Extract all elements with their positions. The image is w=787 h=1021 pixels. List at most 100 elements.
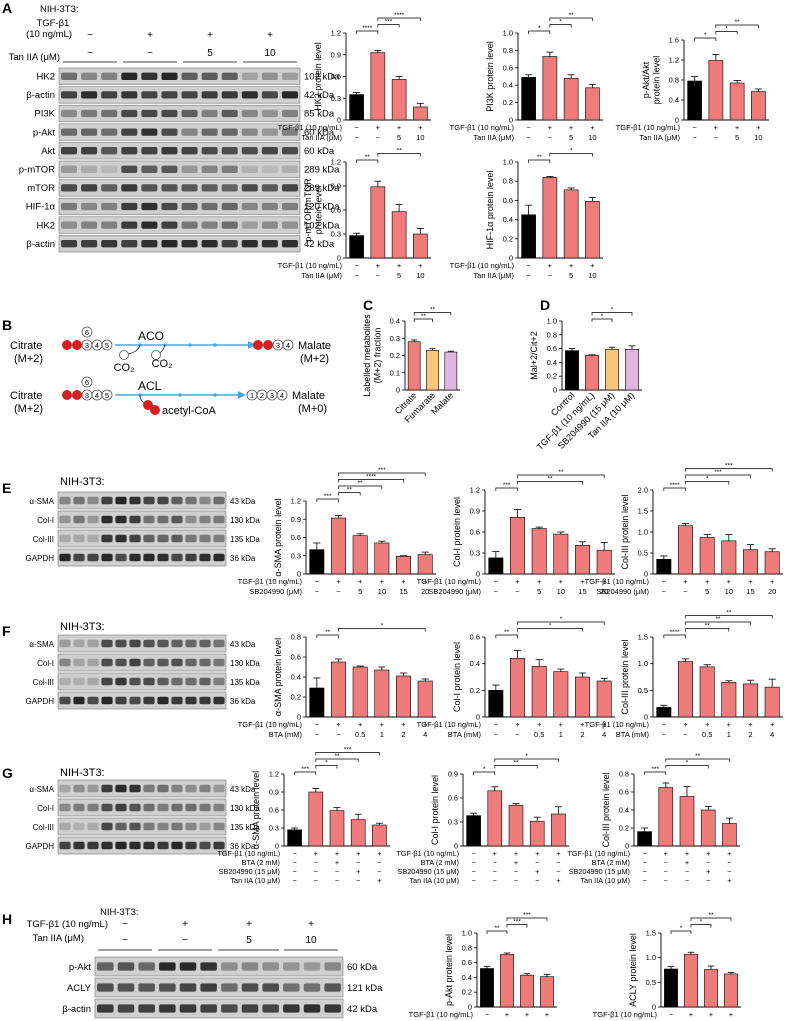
y-tick-label: 0.9: [470, 507, 480, 516]
protein-band: [171, 496, 183, 505]
protein-band: [138, 1004, 155, 1013]
protein-band: [281, 184, 298, 192]
significance-marker: **: [334, 753, 340, 760]
band-size-label: 120 kDa: [304, 202, 340, 213]
protein-band: [81, 91, 98, 99]
bar: [656, 558, 672, 575]
protein-band: [171, 658, 183, 667]
bar: [374, 669, 390, 718]
treatment-mark: +: [401, 720, 406, 729]
y-axis-label: PI3K protein level: [485, 41, 495, 112]
protein-band: [213, 677, 225, 686]
bar: [531, 666, 547, 718]
protein-band: [161, 184, 178, 192]
western-blot-a: HK2 102 kDa β-actin 42 kDa PI3K 85 kDa p-Akt 60…: [19, 67, 340, 253]
protein-band: [213, 696, 225, 705]
protein-band: [117, 983, 135, 992]
bar: [510, 658, 525, 718]
y-tick-label: 0.6: [269, 806, 279, 815]
significance-bracket: [517, 628, 583, 632]
significance-bracket: [528, 30, 551, 34]
y-tick-label: 0.3: [291, 551, 301, 560]
treatment-row-label: TGF-β1 (10 ng/mL): [567, 849, 630, 858]
blot-h-tgf-label: TGF-β1 (10 ng/mL): [27, 919, 108, 930]
bar: [743, 683, 758, 718]
treatment-mark: −: [354, 133, 359, 142]
treatment-row-label: TGF-β1 (10 ng/mL): [278, 123, 343, 132]
treatment-row-label: Tan IIA (μM): [473, 271, 514, 280]
protein-band: [101, 515, 113, 524]
significance-marker: ***: [385, 19, 393, 26]
y-tick-label: 0.6: [503, 63, 513, 72]
protein-band: [171, 677, 183, 686]
protein-band: [129, 639, 141, 648]
y-tick-label: 0.3: [331, 230, 341, 239]
protein-band: [87, 553, 99, 562]
blot-a-tgf-mark: +: [267, 30, 273, 41]
bar: [417, 680, 433, 718]
band-label: p-Akt: [33, 127, 56, 138]
treatment-mark: +: [356, 867, 360, 876]
protein-band: [201, 128, 218, 136]
significance-marker: **: [494, 925, 500, 932]
protein-band: [61, 91, 78, 99]
bar: [391, 79, 407, 121]
protein-band: [129, 658, 141, 667]
band-label: p-mTOR: [19, 165, 55, 176]
bar: [678, 661, 693, 718]
y-tick-label: 0.6: [291, 653, 301, 662]
blot-a-cell-line: NIH-3T3:: [40, 4, 79, 15]
metabolic-tracing-diagram: Citrate (M+2) 6 3 4 5 ACO CO₂ CO₂ 3 4 Ma…: [10, 326, 331, 417]
band-label: GAPDH: [26, 697, 55, 706]
treatment-mark: +: [556, 849, 560, 858]
treatment-mark: 15: [578, 587, 586, 596]
protein-band: [181, 202, 198, 211]
protein-band: [303, 983, 321, 992]
protein-band: [81, 221, 98, 229]
protein-band: [213, 822, 225, 831]
significance-marker: **: [365, 154, 371, 161]
treatment-mark: +: [493, 849, 497, 858]
treatment-mark: 5: [537, 587, 541, 596]
treatment-row-label: SB204990 (μM): [596, 587, 649, 596]
significance-bracket: [377, 153, 421, 157]
band-label: ACLY: [67, 983, 92, 994]
y-tick-label: 0.3: [448, 818, 458, 827]
acl-enzyme-label: ACL: [138, 379, 162, 393]
y-tick-label: 0.2: [462, 988, 472, 997]
significance-marker: *: [680, 925, 683, 932]
treatment-mark: −: [556, 858, 560, 867]
bar: [585, 87, 600, 121]
protein-band: [200, 962, 217, 971]
carbon-number: 1: [250, 391, 254, 400]
panel-label-e: E: [2, 480, 11, 496]
protein-band: [185, 534, 197, 543]
y-tick-label: 0.8: [619, 770, 629, 779]
blot-strip: [57, 836, 227, 855]
band-size-label: 102 kDa: [304, 72, 340, 83]
treatment-mark: −: [685, 876, 689, 885]
protein-band: [101, 128, 118, 136]
y-tick-label: 0: [476, 570, 480, 579]
protein-band: [121, 72, 138, 80]
protein-band: [281, 128, 298, 136]
treatment-mark: 10: [416, 133, 424, 142]
significance-bracket: [473, 771, 496, 775]
significance-bracket: [591, 312, 633, 316]
protein-band: [221, 202, 238, 211]
protein-band: [115, 784, 127, 793]
treatment-mark: +: [545, 1010, 550, 1019]
treatment-mark: −: [535, 858, 539, 867]
protein-band: [171, 696, 183, 705]
protein-band: [199, 784, 211, 793]
band-size-label: 85 kDa: [304, 109, 335, 120]
protein-band: [73, 553, 85, 562]
protein-band: [61, 165, 78, 173]
blot-strip: [94, 977, 344, 998]
significance-marker: **: [705, 623, 711, 630]
significance-bracket: [549, 17, 593, 21]
decarboxylation-arrow: [127, 344, 141, 355]
blot-strip: [57, 634, 227, 653]
protein-band: [171, 639, 183, 648]
band-label: Col-I: [37, 804, 54, 813]
